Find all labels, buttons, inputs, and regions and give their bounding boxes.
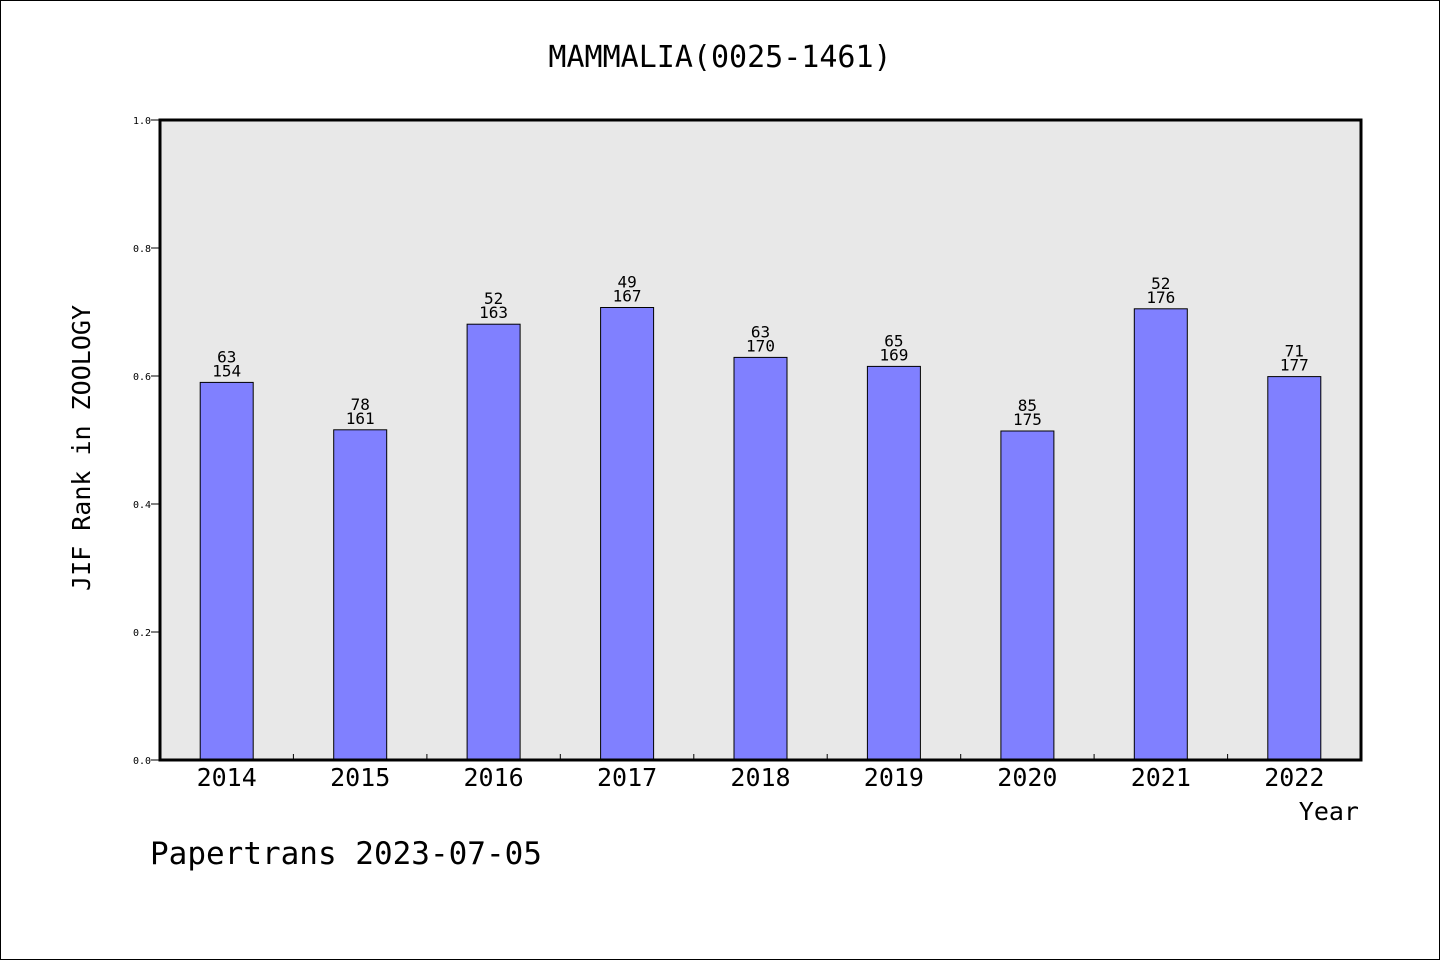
bar-total-label: 170 xyxy=(746,336,775,355)
bar-rank-label: 63 xyxy=(217,347,236,366)
y-tick-label: 0.4 xyxy=(133,500,151,511)
y-tick-label: 0.2 xyxy=(133,628,151,639)
x-tick-label: 2016 xyxy=(463,763,523,792)
bar-2016 xyxy=(466,323,521,761)
bar-total-label: 167 xyxy=(613,287,642,306)
bar-2019 xyxy=(866,365,921,761)
x-axis-label: Year xyxy=(1299,797,1359,826)
x-tick-label: 2022 xyxy=(1264,763,1324,792)
bar-total-label: 176 xyxy=(1146,288,1175,307)
x-axis: 2014 2015 2016 2017 2018 2019 2020 2021 2022 xyxy=(197,754,1324,792)
bar-total-label: 175 xyxy=(1013,410,1042,429)
bar-rank-label: 63 xyxy=(751,322,770,341)
y-tick-label: 0.6 xyxy=(133,372,151,383)
y-tick-label: 1.0 xyxy=(133,116,151,127)
x-tick-label: 2018 xyxy=(730,763,790,792)
bar-total-label: 163 xyxy=(479,303,508,322)
bar-2014 xyxy=(199,381,254,761)
y-axis-label: JIF Rank in ZOOLOGY xyxy=(67,305,96,591)
bar-2017 xyxy=(600,307,655,761)
y-axis: 0.0 0.2 0.4 0.6 0.8 1.0 xyxy=(133,116,160,767)
bar-total-label: 154 xyxy=(212,361,241,380)
x-tick-label: 2015 xyxy=(330,763,390,792)
bar-2020 xyxy=(1000,430,1055,761)
bar-rank-label: 52 xyxy=(1151,274,1170,293)
bar-rank-label: 65 xyxy=(884,331,903,350)
x-tick-label: 2021 xyxy=(1131,763,1191,792)
x-tick-label: 2017 xyxy=(597,763,657,792)
bar-rank-label: 49 xyxy=(617,273,636,292)
bar-rank-label: 85 xyxy=(1018,396,1037,415)
y-tick-label: 0.0 xyxy=(133,756,151,767)
bar-2021 xyxy=(1133,308,1188,761)
bar-rank-label: 52 xyxy=(484,289,503,308)
bar-2015 xyxy=(333,429,388,761)
plot-border xyxy=(158,118,1363,762)
bar-total-label: 161 xyxy=(346,409,375,428)
y-tick-label: 0.8 xyxy=(133,244,151,255)
bar-2022 xyxy=(1267,376,1322,761)
watermark-text: Papertrans 2023-07-05 xyxy=(150,836,542,872)
x-tick-label: 2014 xyxy=(197,763,257,792)
x-tick-label: 2020 xyxy=(997,763,1057,792)
bar-2018 xyxy=(733,356,788,761)
chart-title: MAMMALIA(0025-1461) xyxy=(548,40,891,75)
bar-total-label: 177 xyxy=(1280,356,1309,375)
bar-total-label: 169 xyxy=(879,345,908,364)
bar-rank-label: 78 xyxy=(351,395,370,414)
x-tick-label: 2019 xyxy=(864,763,924,792)
bar-rank-label: 71 xyxy=(1285,342,1304,361)
